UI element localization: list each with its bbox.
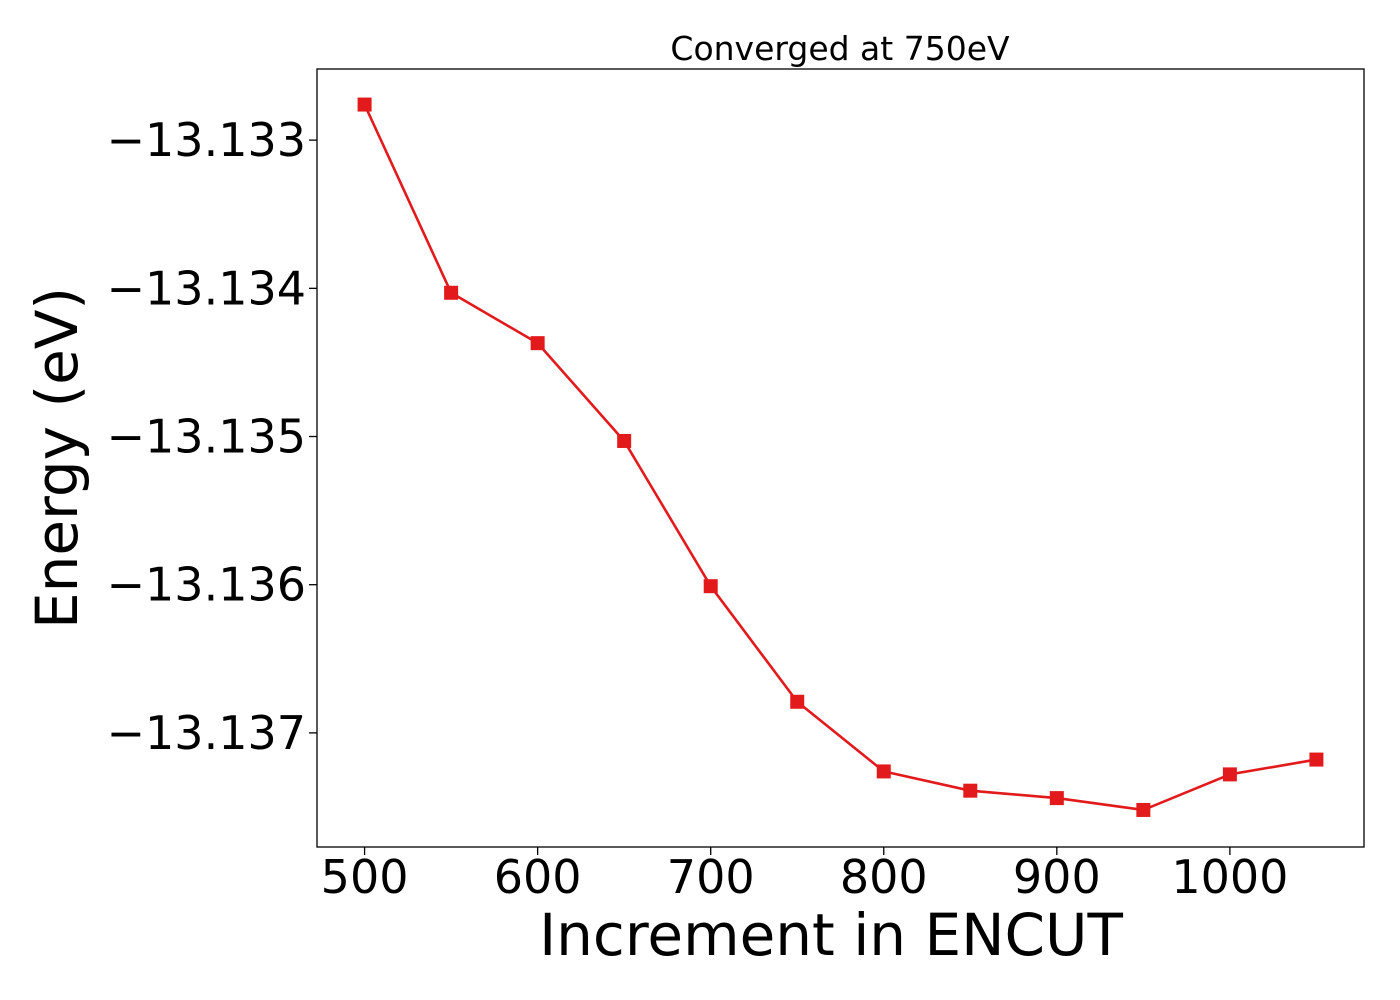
data-point-marker (1222, 767, 1237, 782)
x-axis-label: Increment in ENCUT (539, 901, 1123, 969)
y-axis-ticks: −13.133 −13.134 −13.135 −13.136 −13.137 (107, 113, 317, 760)
data-point-marker (876, 764, 891, 779)
series-line (363, 104, 1317, 812)
x-tick-label: 700 (667, 850, 755, 904)
y-tick-label: −13.135 (107, 410, 307, 464)
data-point-marker (703, 579, 718, 594)
data-point-marker (357, 97, 372, 112)
x-tick-label: 600 (494, 850, 582, 904)
y-tick-label: −13.136 (107, 558, 307, 612)
axes-frame (316, 68, 1365, 848)
data-point-marker (790, 694, 805, 709)
data-point-marker (1309, 752, 1324, 767)
chart-title: Converged at 750eV (670, 29, 1010, 68)
series-layer (357, 97, 1324, 817)
y-tick-label: −13.133 (107, 113, 307, 167)
y-tick-label: −13.134 (107, 261, 307, 315)
data-point-marker (444, 285, 459, 300)
data-point-marker (617, 433, 632, 448)
x-tick-label: 1000 (1171, 850, 1288, 904)
data-point-marker (1136, 802, 1151, 817)
x-tick-label: 800 (840, 850, 928, 904)
data-point-marker (963, 783, 978, 798)
x-axis-ticks: 500 600 700 800 900 1000 (321, 847, 1288, 904)
data-point-marker (530, 336, 545, 351)
y-axis-label: Energy (eV) (23, 287, 91, 629)
x-tick-label: 500 (321, 850, 409, 904)
x-tick-label: 900 (1013, 850, 1101, 904)
y-tick-label: −13.137 (107, 706, 307, 760)
data-point-marker (1049, 791, 1064, 806)
